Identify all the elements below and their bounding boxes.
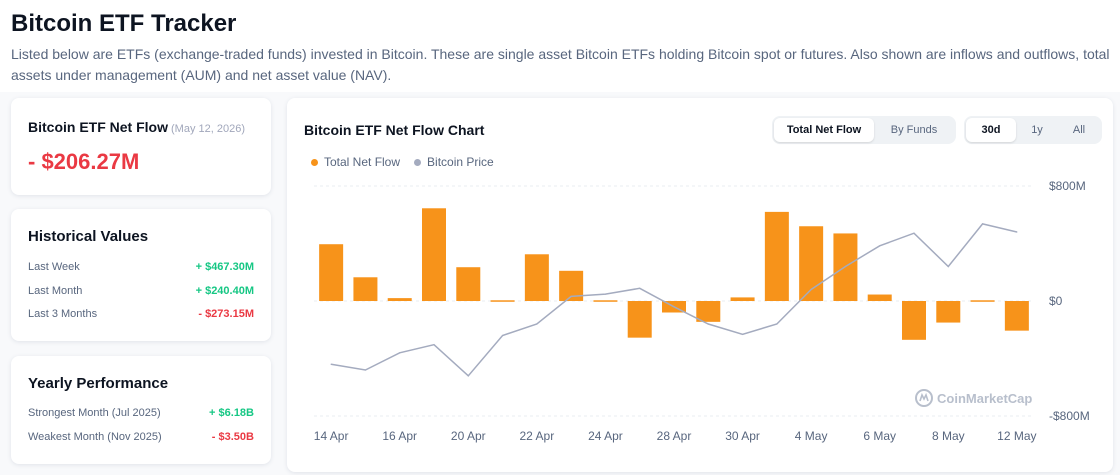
- coinmarketcap-watermark: CoinMarketCap: [937, 391, 1032, 406]
- bitcoin-price-point: [639, 287, 641, 289]
- page-description: Listed below are ETFs (exchange-traded f…: [11, 46, 1110, 83]
- historical-row-label: Last 3 Months: [28, 308, 98, 320]
- chart-bar: [730, 297, 755, 301]
- net-flow-chart: $800M $0 -$800M 14 Apr 16 Apr 20 Apr 22 Apr 24 …: [314, 179, 1090, 443]
- historical-row-value: + $467.30M: [195, 261, 254, 273]
- chart-bar: [764, 211, 789, 301]
- x-tick-label: 30 Apr: [725, 429, 760, 443]
- net-flow-date: (May 12, 2026): [171, 123, 245, 135]
- chart-bar: [319, 244, 344, 301]
- y-tick-label: -$800M: [1049, 409, 1090, 423]
- chart-legend: Total Net Flow Bitcoin Price: [311, 155, 508, 169]
- legend-label: Bitcoin Price: [427, 155, 494, 169]
- legend-item-net-flow[interactable]: Total Net Flow: [311, 155, 400, 169]
- x-tick-label: 24 Apr: [588, 429, 623, 443]
- yearly-row-value: - $3.50B: [211, 431, 254, 443]
- bitcoin-price-point: [913, 232, 915, 234]
- yearly-row-value: + $6.18B: [209, 407, 254, 419]
- chart-bar: [867, 294, 892, 301]
- yearly-row-label: Weakest Month (Nov 2025): [28, 431, 162, 443]
- yearly-row-label: Strongest Month (Jul 2025): [28, 407, 161, 419]
- x-tick-label: 12 May: [997, 429, 1036, 443]
- bitcoin-price-point: [501, 334, 504, 337]
- net-flow-card: Bitcoin ETF Net Flow (May 12, 2026) - $20…: [11, 98, 271, 195]
- bitcoin-price-point: [776, 323, 778, 325]
- net-flow-chart-card: Bitcoin ETF Net Flow Chart Total Net Flo…: [287, 98, 1113, 472]
- y-tick-label: $0: [1049, 294, 1063, 308]
- x-tick-label: 28 Apr: [657, 429, 692, 443]
- chart-bar: [593, 300, 618, 302]
- coinmarketcap-logo-mark: [919, 392, 929, 402]
- bitcoin-price-point: [364, 369, 367, 371]
- tab-by-funds[interactable]: By Funds: [890, 124, 938, 136]
- net-flow-title: Bitcoin ETF Net Flow (May 12, 2026): [28, 119, 245, 135]
- chart-bar: [456, 267, 481, 301]
- bitcoin-price-point: [1016, 231, 1018, 233]
- bitcoin-price-point: [399, 352, 401, 354]
- tab-range-30d[interactable]: 30d: [966, 118, 1016, 142]
- tab-range-all[interactable]: All: [1072, 124, 1086, 136]
- x-tick-label: 14 Apr: [314, 429, 349, 443]
- chart-bar: [799, 226, 824, 301]
- x-tick-label: 8 May: [932, 429, 965, 443]
- bitcoin-price-point: [536, 323, 538, 325]
- chart-bar: [902, 301, 926, 340]
- x-tick-label: 20 Apr: [451, 429, 486, 443]
- bitcoin-price-point: [741, 333, 744, 335]
- historical-values-title: Historical Values: [28, 228, 149, 245]
- y-tick-label: $800M: [1049, 179, 1086, 193]
- legend-label: Total Net Flow: [324, 155, 401, 169]
- chart-bar: [1004, 301, 1029, 331]
- bitcoin-price-point: [604, 293, 607, 295]
- bitcoin-price-point: [810, 288, 812, 291]
- bitcoin-price-point: [879, 245, 881, 247]
- net-flow-value: - $206.27M: [28, 149, 140, 174]
- legend-dot-icon: [414, 158, 422, 166]
- chart-bar: [422, 208, 446, 301]
- bitcoin-price-point: [433, 344, 435, 346]
- yearly-performance-title: Yearly Performance: [28, 375, 169, 392]
- page-title: Bitcoin ETF Tracker: [11, 10, 237, 37]
- chart-bar: [524, 254, 549, 301]
- tab-range-1y[interactable]: 1y: [1031, 124, 1043, 136]
- bitcoin-price-point: [467, 375, 469, 377]
- x-tick-label: 4 May: [795, 429, 828, 443]
- legend-item-bitcoin-price[interactable]: Bitcoin Price: [414, 155, 494, 169]
- bitcoin-price-point: [981, 223, 984, 225]
- chart-bar: [627, 301, 652, 338]
- historical-row-value: - $273.15M: [198, 308, 254, 320]
- chart-title: Bitcoin ETF Net Flow Chart: [304, 122, 485, 138]
- chart-bar: [970, 300, 995, 302]
- chart-bar: [353, 277, 378, 301]
- bitcoin-price-point: [844, 265, 847, 268]
- legend-dot-icon: [311, 158, 318, 166]
- historical-row-value: + $240.40M: [195, 285, 254, 297]
- net-flow-label: Bitcoin ETF Net Flow: [28, 119, 168, 135]
- bitcoin-price-point: [570, 295, 572, 297]
- historical-row-label: Last Month: [28, 285, 83, 297]
- page-header: Bitcoin ETF Tracker Listed below are ETF…: [0, 0, 1120, 92]
- yearly-performance-card: Yearly Performance Strongest Month (Jul …: [11, 356, 271, 464]
- x-tick-label: 16 Apr: [382, 429, 417, 443]
- range-toggle: 30d 1y All: [964, 116, 1102, 144]
- historical-values-card: Historical Values Last Week + $467.30M L…: [11, 209, 271, 341]
- chart-bar: [696, 301, 721, 322]
- x-tick-label: 6 May: [863, 429, 896, 443]
- bitcoin-price-point: [330, 363, 332, 365]
- coinmarketcap-logo-icon: [915, 389, 933, 407]
- x-tick-label: 22 Apr: [520, 429, 555, 443]
- bitcoin-price-point: [673, 306, 675, 308]
- historical-row-label: Last Week: [28, 261, 80, 273]
- chart-bar: [490, 300, 515, 302]
- chart-bar: [936, 301, 961, 323]
- chart-bar: [387, 298, 412, 301]
- bitcoin-price-point: [947, 265, 949, 268]
- bitcoin-price-point: [707, 323, 709, 325]
- tab-total-net-flow[interactable]: Total Net Flow: [774, 118, 874, 142]
- view-toggle: Total Net Flow By Funds: [772, 116, 956, 144]
